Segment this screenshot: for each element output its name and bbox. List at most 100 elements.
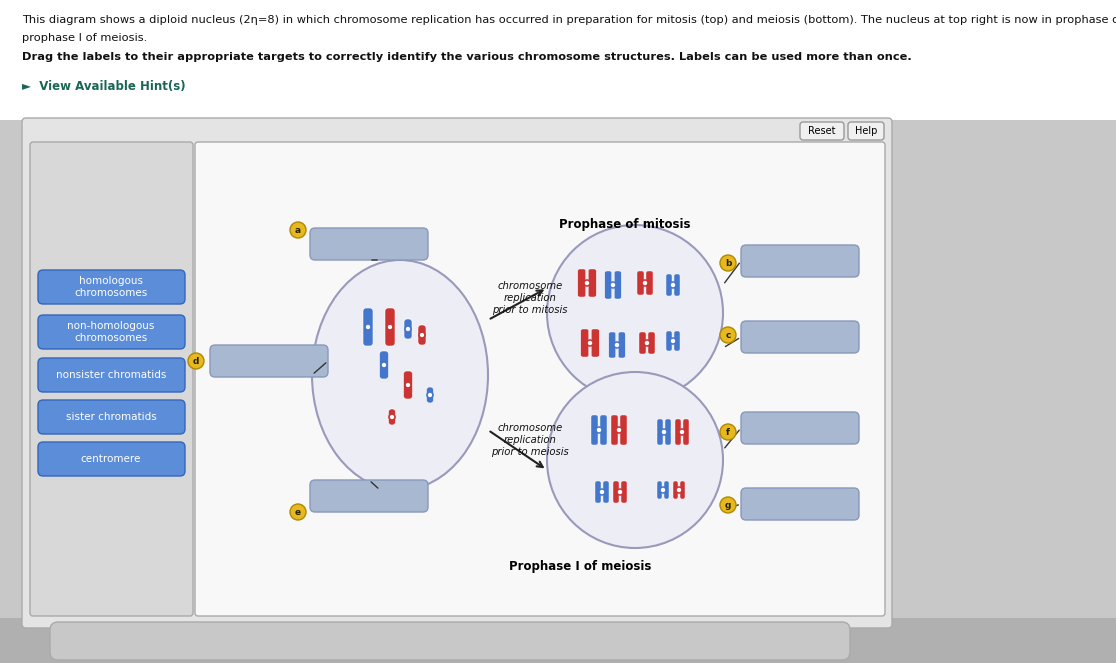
Circle shape	[599, 489, 605, 495]
FancyBboxPatch shape	[310, 228, 429, 260]
FancyBboxPatch shape	[38, 315, 185, 349]
Text: ►  View Available Hint(s): ► View Available Hint(s)	[22, 80, 185, 93]
FancyBboxPatch shape	[30, 142, 193, 616]
FancyBboxPatch shape	[657, 419, 663, 445]
FancyBboxPatch shape	[741, 412, 859, 444]
Circle shape	[720, 424, 735, 440]
Circle shape	[405, 382, 411, 388]
Circle shape	[584, 280, 590, 286]
FancyBboxPatch shape	[608, 332, 616, 358]
FancyBboxPatch shape	[675, 419, 681, 445]
FancyBboxPatch shape	[379, 351, 388, 379]
FancyBboxPatch shape	[22, 118, 892, 628]
Text: Help: Help	[855, 126, 877, 136]
Text: c: c	[725, 331, 731, 340]
Text: homologous
chromosomes: homologous chromosomes	[75, 276, 147, 298]
FancyBboxPatch shape	[605, 271, 612, 299]
FancyBboxPatch shape	[665, 419, 671, 445]
Circle shape	[187, 353, 204, 369]
Circle shape	[670, 338, 676, 344]
FancyBboxPatch shape	[50, 622, 850, 660]
FancyBboxPatch shape	[613, 481, 619, 503]
Circle shape	[405, 326, 411, 332]
Ellipse shape	[312, 260, 488, 490]
Text: Prophase of mitosis: Prophase of mitosis	[559, 218, 691, 231]
Circle shape	[610, 282, 616, 288]
Text: Reset: Reset	[808, 126, 836, 136]
FancyBboxPatch shape	[426, 387, 433, 403]
Ellipse shape	[547, 225, 723, 401]
FancyBboxPatch shape	[800, 122, 844, 140]
FancyBboxPatch shape	[38, 358, 185, 392]
Circle shape	[679, 429, 685, 435]
FancyBboxPatch shape	[657, 481, 662, 499]
Circle shape	[720, 327, 735, 343]
Circle shape	[587, 340, 593, 346]
FancyBboxPatch shape	[674, 331, 680, 351]
Circle shape	[660, 487, 666, 493]
Text: This diagram shows a diploid nucleus (2η=8) in which chromosome replication has : This diagram shows a diploid nucleus (2η…	[22, 15, 1116, 25]
FancyBboxPatch shape	[388, 409, 395, 425]
FancyBboxPatch shape	[38, 442, 185, 476]
Circle shape	[642, 280, 648, 286]
FancyBboxPatch shape	[646, 271, 653, 295]
FancyBboxPatch shape	[848, 122, 884, 140]
Text: nonsister chromatids: nonsister chromatids	[56, 370, 166, 380]
Circle shape	[661, 429, 667, 435]
FancyBboxPatch shape	[674, 274, 680, 296]
Text: centromere: centromere	[80, 454, 142, 464]
Text: Prophase I of meiosis: Prophase I of meiosis	[509, 560, 652, 573]
FancyBboxPatch shape	[741, 245, 859, 277]
FancyBboxPatch shape	[404, 319, 412, 339]
FancyBboxPatch shape	[0, 618, 1116, 663]
FancyBboxPatch shape	[620, 481, 627, 503]
Circle shape	[418, 332, 425, 338]
Text: g: g	[724, 501, 731, 510]
Circle shape	[644, 340, 650, 346]
FancyBboxPatch shape	[418, 325, 426, 345]
Text: f: f	[727, 428, 730, 437]
FancyBboxPatch shape	[38, 270, 185, 304]
FancyBboxPatch shape	[673, 481, 679, 499]
FancyBboxPatch shape	[588, 269, 596, 297]
Circle shape	[670, 282, 676, 288]
FancyBboxPatch shape	[595, 481, 602, 503]
Circle shape	[614, 342, 620, 348]
Circle shape	[720, 255, 735, 271]
Text: chromosome
replication
prior to mitosis: chromosome replication prior to mitosis	[492, 281, 568, 315]
FancyBboxPatch shape	[310, 480, 429, 512]
FancyBboxPatch shape	[385, 308, 395, 346]
FancyBboxPatch shape	[620, 415, 627, 445]
FancyBboxPatch shape	[741, 321, 859, 353]
FancyBboxPatch shape	[363, 308, 373, 346]
Circle shape	[720, 497, 735, 513]
FancyBboxPatch shape	[0, 0, 1116, 120]
Text: a: a	[295, 226, 301, 235]
Text: chromosome
replication
prior to meiosis: chromosome replication prior to meiosis	[491, 424, 569, 457]
FancyBboxPatch shape	[666, 331, 672, 351]
FancyBboxPatch shape	[404, 371, 413, 399]
FancyBboxPatch shape	[741, 488, 859, 520]
FancyBboxPatch shape	[591, 329, 599, 357]
FancyBboxPatch shape	[578, 269, 586, 297]
FancyBboxPatch shape	[683, 419, 689, 445]
Text: Drag the labels to their appropriate targets to correctly identify the various c: Drag the labels to their appropriate tar…	[22, 52, 912, 62]
Text: b: b	[724, 259, 731, 268]
Circle shape	[290, 504, 306, 520]
FancyBboxPatch shape	[610, 415, 618, 445]
FancyBboxPatch shape	[580, 329, 589, 357]
FancyBboxPatch shape	[38, 400, 185, 434]
FancyBboxPatch shape	[680, 481, 685, 499]
Circle shape	[389, 414, 395, 420]
Text: prophase I of meiosis.: prophase I of meiosis.	[22, 33, 147, 43]
FancyBboxPatch shape	[600, 415, 607, 445]
Circle shape	[381, 362, 387, 368]
FancyBboxPatch shape	[614, 271, 622, 299]
FancyBboxPatch shape	[210, 345, 328, 377]
Text: e: e	[295, 508, 301, 517]
Ellipse shape	[547, 372, 723, 548]
Circle shape	[676, 487, 682, 493]
Circle shape	[387, 324, 393, 330]
FancyBboxPatch shape	[648, 332, 655, 354]
FancyBboxPatch shape	[591, 415, 598, 445]
